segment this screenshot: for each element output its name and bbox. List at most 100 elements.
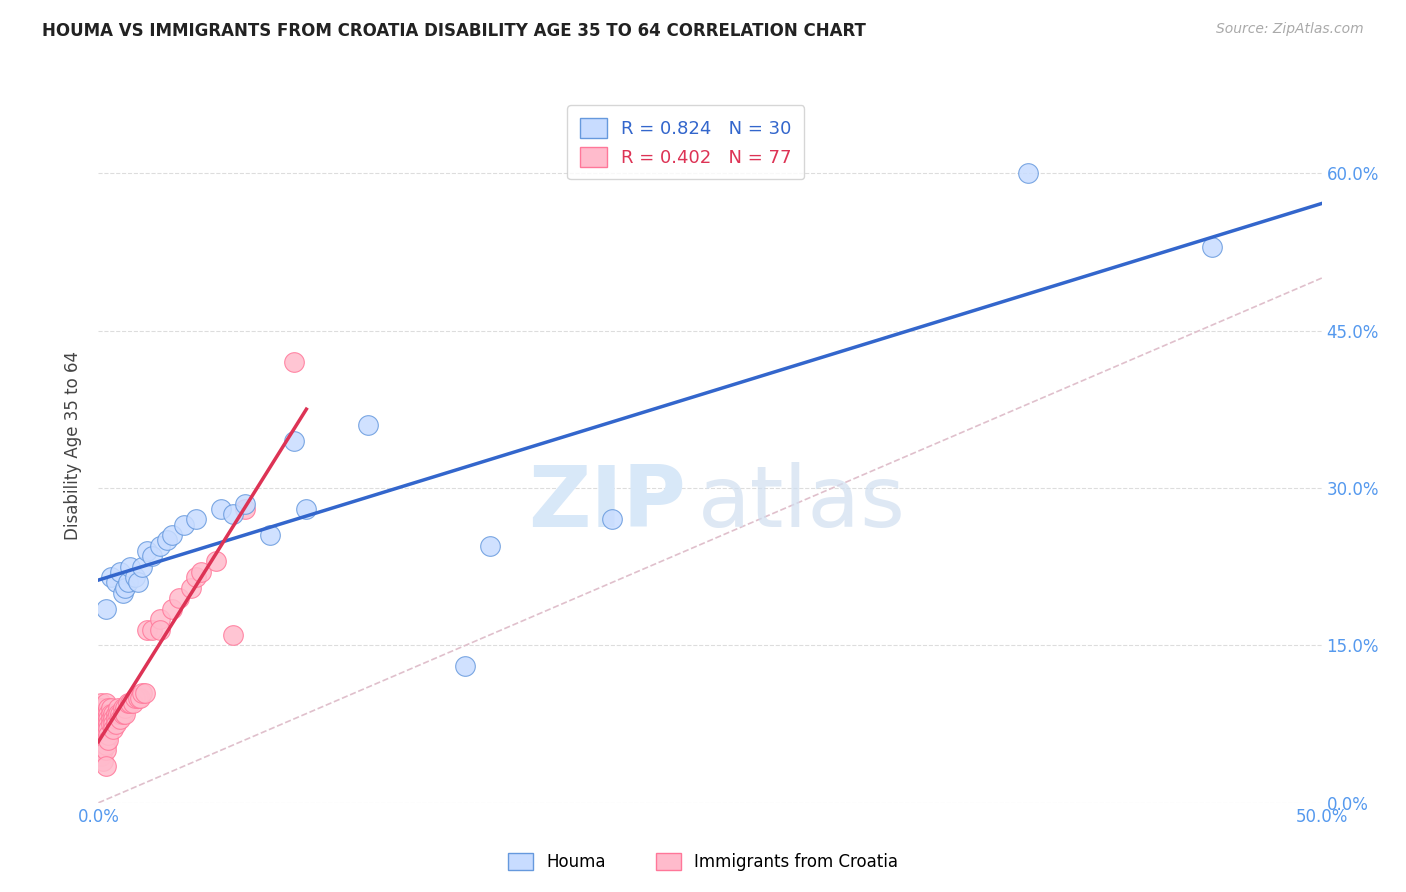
Point (454, 659, 477, 673)
Point (136, 623, 159, 637)
Point (141, 549, 163, 564)
Point (134, 685, 156, 699)
Point (90, 728, 112, 742)
Point (107, 701, 129, 715)
Point (131, 559, 153, 574)
Point (94, 717, 117, 731)
Point (131, 685, 153, 699)
Point (107, 706, 129, 721)
Point (111, 586, 134, 600)
Point (149, 623, 172, 637)
Point (94, 728, 117, 742)
Point (94, 738, 117, 752)
Point (101, 706, 124, 721)
Point (90, 706, 112, 721)
Point (91, 717, 114, 731)
Point (180, 581, 202, 595)
Point (100, 712, 122, 726)
Point (233, 497, 256, 511)
Text: HOUMA VS IMMIGRANTS FROM CROATIA DISABILITY AGE 35 TO 64 CORRELATION CHART: HOUMA VS IMMIGRANTS FROM CROATIA DISABIL… (42, 22, 866, 40)
Point (110, 706, 132, 721)
Point (295, 502, 318, 516)
Point (222, 628, 245, 642)
Point (121, 696, 143, 710)
Point (90, 748, 112, 763)
Point (136, 544, 159, 558)
Point (117, 575, 139, 590)
Point (94, 759, 117, 773)
Point (101, 712, 124, 726)
Point (90, 696, 112, 710)
Point (114, 701, 136, 715)
Point (90, 717, 112, 731)
Point (149, 612, 172, 626)
Point (101, 717, 124, 731)
Point (110, 565, 132, 579)
Point (90, 712, 112, 726)
Point (97, 717, 120, 731)
Point (100, 717, 122, 731)
Point (97, 701, 120, 715)
Point (94, 723, 117, 737)
Point (91, 728, 114, 742)
Point (100, 701, 122, 715)
Point (91, 723, 114, 737)
Legend: Houma, Immigrants from Croatia: Houma, Immigrants from Croatia (499, 845, 907, 880)
Point (129, 690, 152, 705)
Point (149, 539, 172, 553)
Point (111, 701, 134, 715)
Point (97, 706, 120, 721)
Text: Source: ZipAtlas.com: Source: ZipAtlas.com (1216, 22, 1364, 37)
Text: atlas: atlas (697, 461, 905, 545)
Point (1201, 239, 1223, 253)
Point (104, 706, 127, 721)
Point (91, 754, 114, 768)
Legend: R = 0.824   N = 30, R = 0.402   N = 77: R = 0.824 N = 30, R = 0.402 N = 77 (567, 105, 804, 179)
Point (156, 533, 179, 548)
Point (90, 723, 112, 737)
Point (94, 706, 117, 721)
Point (91, 706, 114, 721)
Point (97, 723, 120, 737)
Point (91, 732, 114, 747)
Point (127, 690, 149, 705)
Point (94, 743, 117, 757)
Point (111, 706, 134, 721)
Point (356, 417, 378, 432)
Point (100, 706, 122, 721)
Point (190, 565, 212, 579)
Point (124, 570, 146, 584)
Point (160, 528, 183, 542)
Point (97, 728, 120, 742)
Point (114, 581, 136, 595)
Point (90, 732, 112, 747)
Point (167, 591, 190, 606)
Y-axis label: Disability Age 35 to 64: Disability Age 35 to 64 (65, 351, 83, 541)
Point (94, 712, 117, 726)
Point (124, 690, 146, 705)
Point (209, 502, 232, 516)
Point (100, 570, 122, 584)
Point (233, 502, 256, 516)
Point (114, 706, 136, 721)
Point (104, 717, 127, 731)
Point (101, 723, 124, 737)
Point (141, 623, 163, 637)
Point (104, 575, 127, 590)
Point (205, 554, 228, 568)
Point (186, 512, 208, 526)
Point (120, 696, 142, 710)
Point (478, 539, 501, 553)
Point (91, 743, 114, 757)
Point (97, 712, 120, 726)
Text: ZIP: ZIP (527, 461, 686, 545)
Point (283, 355, 305, 369)
Point (120, 559, 142, 574)
Point (283, 434, 305, 448)
Point (94, 732, 117, 747)
Point (94, 601, 117, 615)
Point (91, 701, 114, 715)
Point (117, 696, 139, 710)
Point (173, 517, 195, 532)
Point (127, 575, 149, 590)
